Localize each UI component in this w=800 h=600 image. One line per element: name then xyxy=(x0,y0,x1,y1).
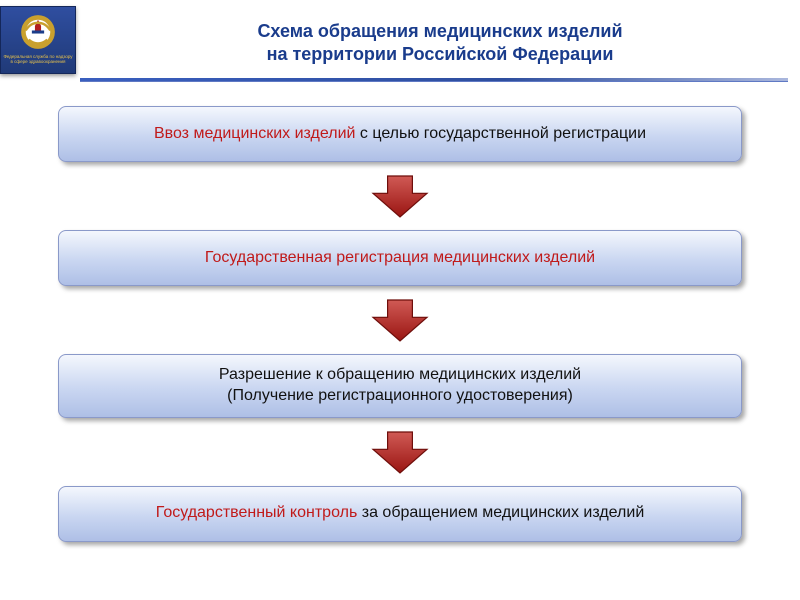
header: Федеральная служба по надзору в сфере зд… xyxy=(0,0,800,80)
text-span: за обращением медицинских изделий xyxy=(357,504,644,521)
step-registration: Государственная регистрация медицинских … xyxy=(58,230,742,286)
text-span: Ввоз медицинских изделий xyxy=(154,125,355,142)
text-span: с целью государственной регистрации xyxy=(355,125,646,142)
step-text: Ввоз медицинских изделий с целью государ… xyxy=(154,124,646,145)
logo-caption: Федеральная служба по надзору в сфере зд… xyxy=(1,55,75,67)
title-line-2: на территории Российской Федерации xyxy=(100,43,780,66)
step-text: Государственная регистрация медицинских … xyxy=(205,248,595,269)
down-arrow-icon xyxy=(369,430,431,476)
flowchart: Ввоз медицинских изделий с целью государ… xyxy=(0,80,800,542)
down-arrow-icon xyxy=(369,298,431,344)
step-text: Государственный контроль за обращением м… xyxy=(156,503,645,524)
eagle-emblem-icon xyxy=(15,9,61,55)
text-span: Разрешение к обращению медицинских издел… xyxy=(219,366,581,404)
agency-logo: Федеральная служба по надзору в сфере зд… xyxy=(0,6,76,74)
step-permission: Разрешение к обращению медицинских издел… xyxy=(58,354,742,418)
text-span: Государственный контроль xyxy=(156,504,358,521)
step-text: Разрешение к обращению медицинских издел… xyxy=(219,365,581,407)
down-arrow-icon xyxy=(369,174,431,220)
header-underline xyxy=(80,78,788,82)
text-span: Государственная регистрация медицинских … xyxy=(205,249,595,266)
title-line-1: Схема обращения медицинских изделий xyxy=(100,20,780,43)
step-import: Ввоз медицинских изделий с целью государ… xyxy=(58,106,742,162)
page-title: Схема обращения медицинских изделий на т… xyxy=(100,6,780,65)
step-control: Государственный контроль за обращением м… xyxy=(58,486,742,542)
